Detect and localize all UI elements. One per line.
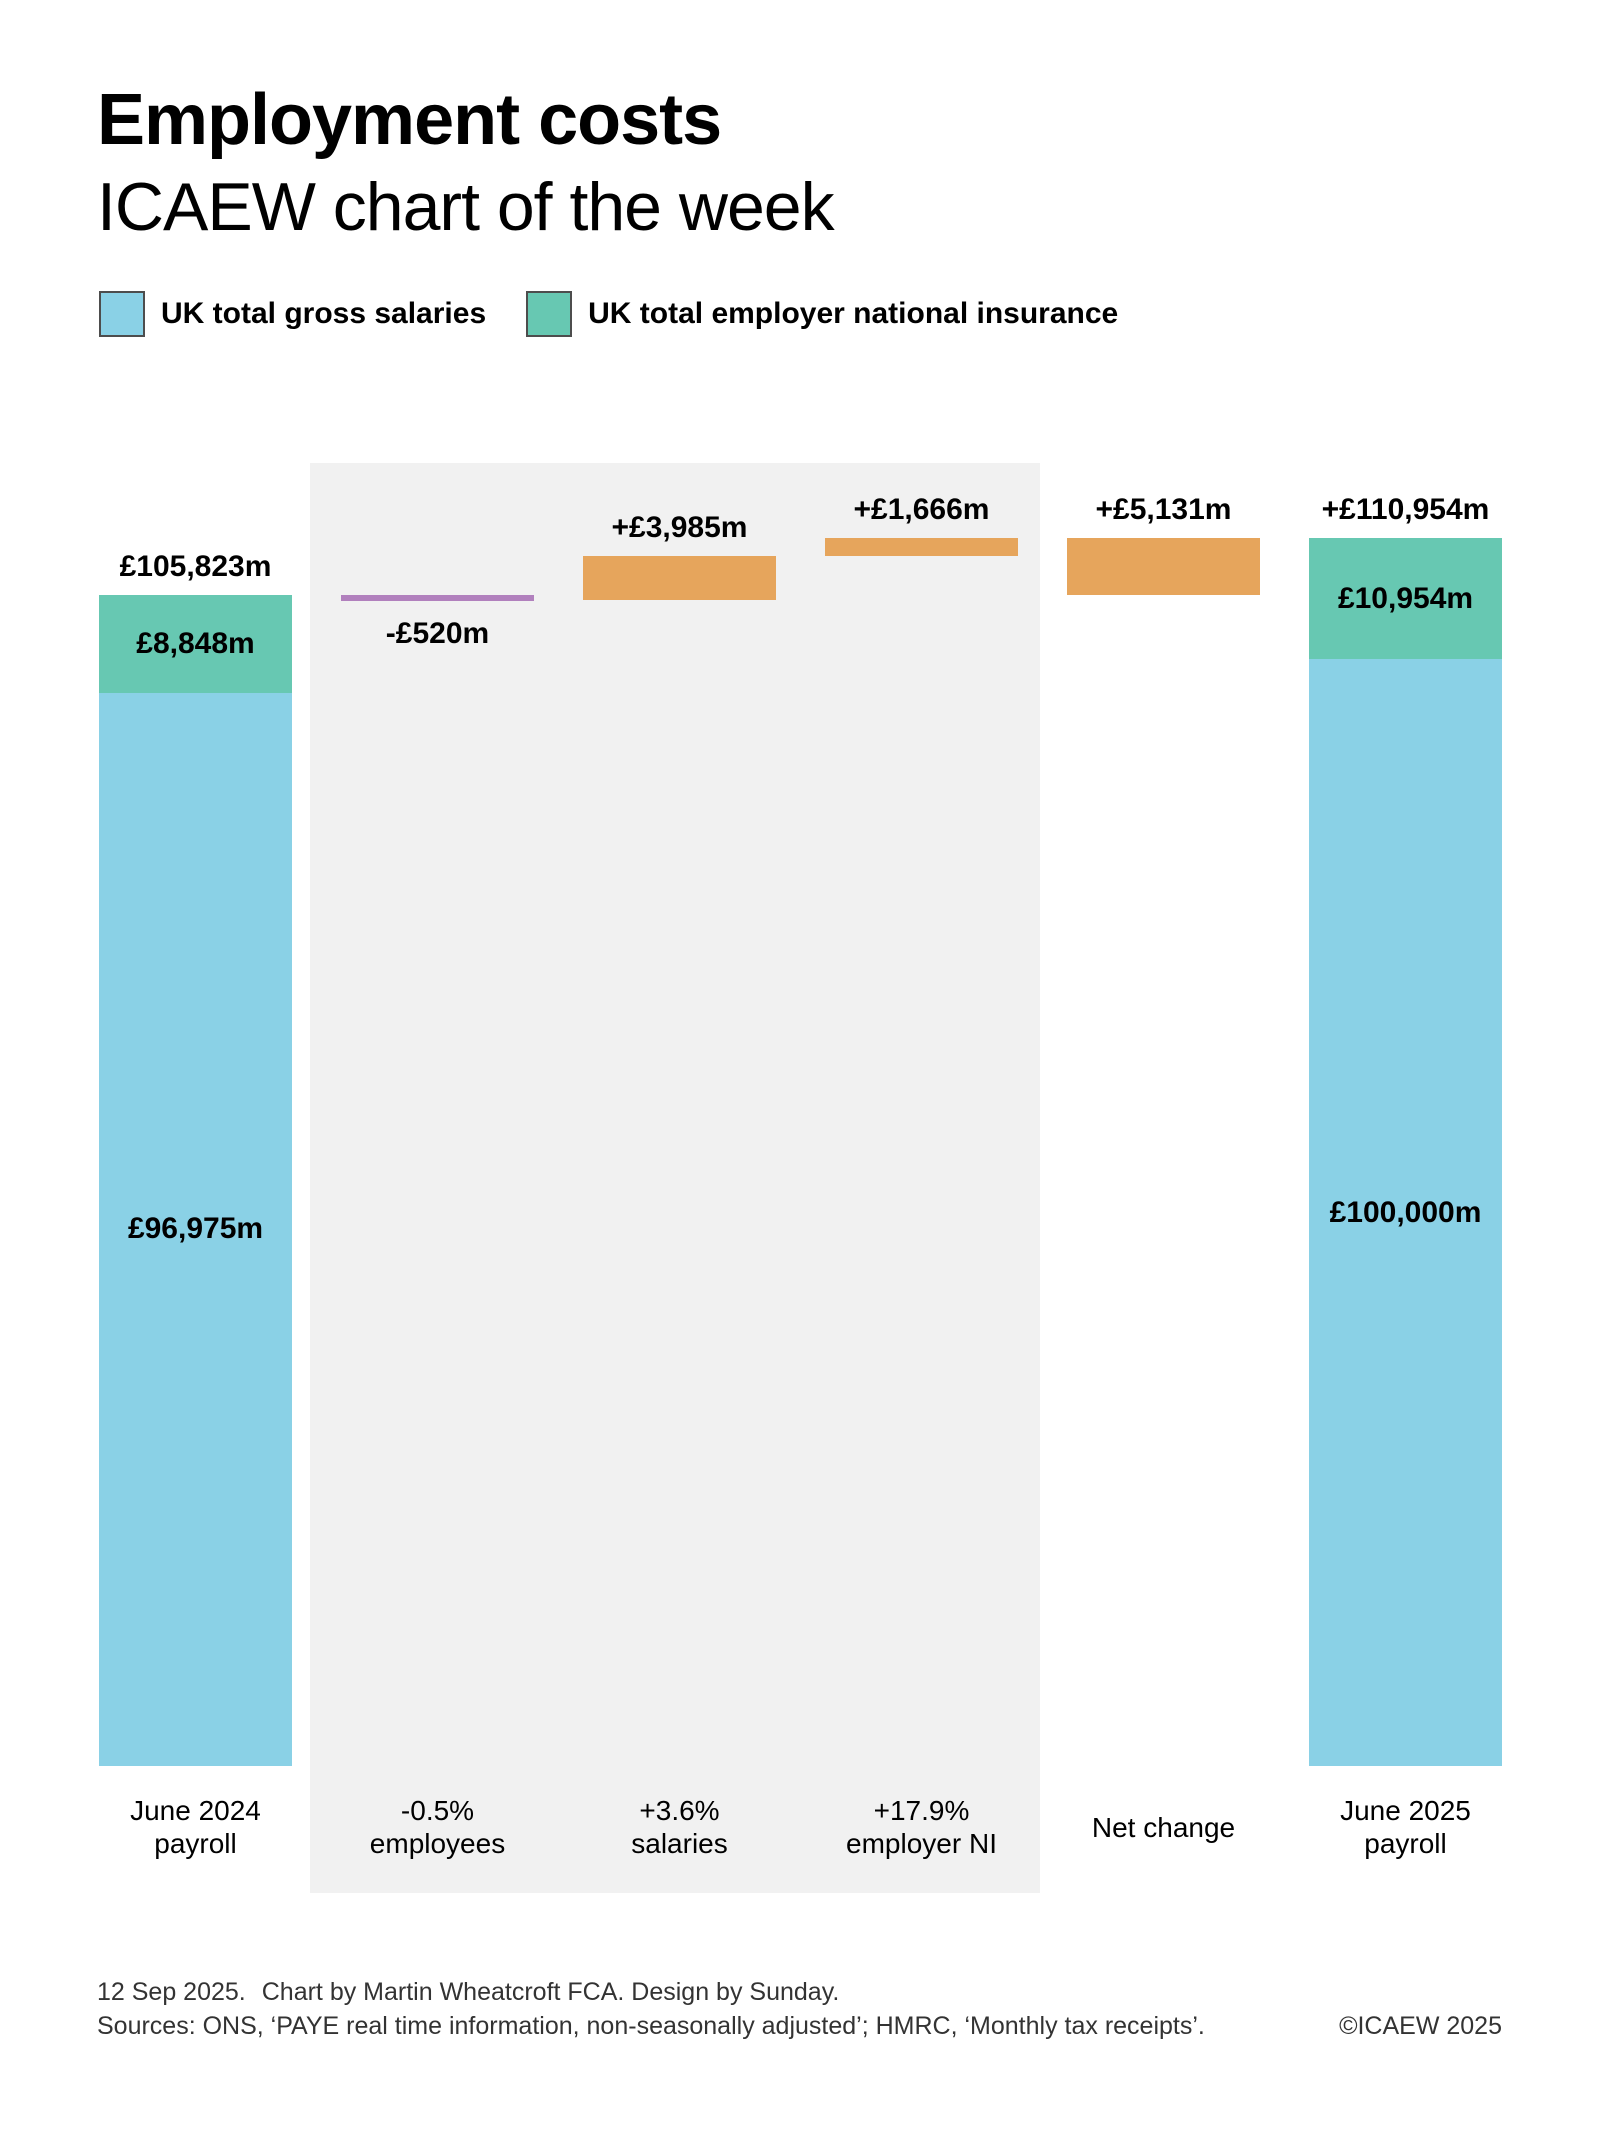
x-axis-label-employer-ni-change: +17.9% employer NI: [801, 1794, 1042, 1860]
x-axis-label-line: June 2025: [1340, 1795, 1471, 1826]
legend: UK total gross salaries UK total employe…: [99, 291, 1118, 337]
segment-value-label: £10,954m: [1337, 581, 1474, 615]
delta-value-label-employer-ni-change: +£1,666m: [853, 493, 990, 526]
x-axis-label-line: Net change: [1091, 1811, 1236, 1843]
x-axis-label-line: payroll: [1364, 1828, 1447, 1859]
bar-segment-june-2024-payroll-ni: £8,848m: [99, 595, 292, 693]
delta-value-label-employees-change: -£520m: [385, 617, 490, 650]
legend-label: UK total employer national insurance: [588, 297, 1119, 330]
x-axis-label-employees-change: -0.5% employees: [317, 1794, 558, 1860]
x-axis-label-line: employer NI: [846, 1828, 997, 1859]
x-axis-label-salaries-change: +3.6% salaries: [559, 1794, 800, 1860]
segment-value-label: £8,848m: [136, 627, 255, 660]
legend-label: UK total gross salaries: [161, 297, 487, 330]
x-axis-label-net-change: Net change: [1043, 1794, 1284, 1860]
x-axis-label-line: employees: [369, 1828, 506, 1859]
bar-segment-june-2025-payroll-salaries: £100,000m: [1309, 659, 1502, 1766]
page-title: Employment costs: [97, 80, 722, 160]
delta-bar-salaries-change: [583, 556, 776, 600]
page-subtitle: ICAEW chart of the week: [97, 169, 835, 245]
footer-credit-line: 12 Sep 2025. Chart by Martin Wheatcroft F…: [97, 1978, 839, 2007]
waterfall-background-panel: [310, 463, 1040, 1893]
delta-value-label-salaries-change: +£3,985m: [611, 511, 748, 544]
legend-item-gross-salaries: UK total gross salaries: [99, 291, 486, 337]
delta-value-label-net-change: +£5,131m: [1095, 493, 1232, 526]
delta-bar-net-change: [1067, 538, 1260, 595]
x-axis-label-line: -0.5%: [400, 1795, 475, 1826]
legend-item-employer-ni: UK total employer national insurance: [526, 291, 1118, 337]
footer-date: 12 Sep 2025.: [97, 1978, 246, 2006]
x-axis-label-line: June 2024: [130, 1795, 261, 1826]
delta-bar-employees-change: [341, 595, 534, 601]
x-axis-label-line: salaries: [631, 1828, 728, 1859]
segment-value-label: £100,000m: [1329, 1195, 1482, 1229]
x-axis-label-line: +17.9%: [873, 1795, 970, 1826]
footer-credit: Chart by Martin Wheatcroft FCA. Design b…: [261, 1978, 840, 2006]
total-value-label-june-2024-payroll: £105,823m: [119, 550, 272, 583]
x-axis-label-june-2025-payroll: June 2025 payroll: [1285, 1794, 1526, 1860]
bar-segment-june-2025-payroll-ni: £10,954m: [1309, 538, 1502, 659]
delta-bar-employer-ni-change: [825, 538, 1018, 556]
total-value-label-june-2025-payroll: +£110,954m: [1321, 493, 1490, 526]
bar-segment-june-2024-payroll-salaries: £96,975m: [99, 692, 292, 1766]
footer-sources: Sources: ONS, ‘PAYE real time informatio…: [97, 2012, 1205, 2040]
employer-ni-swatch-icon: [526, 291, 573, 337]
segment-value-label: £96,975m: [127, 1212, 264, 1245]
gross-salaries-swatch-icon: [99, 291, 145, 337]
footer-copyright: ©ICAEW 2025: [1339, 2012, 1502, 2040]
x-axis-label-line: payroll: [154, 1828, 237, 1859]
x-axis-label-june-2024-payroll: June 2024 payroll: [75, 1794, 316, 1860]
x-axis-label-line: +3.6%: [639, 1795, 720, 1826]
